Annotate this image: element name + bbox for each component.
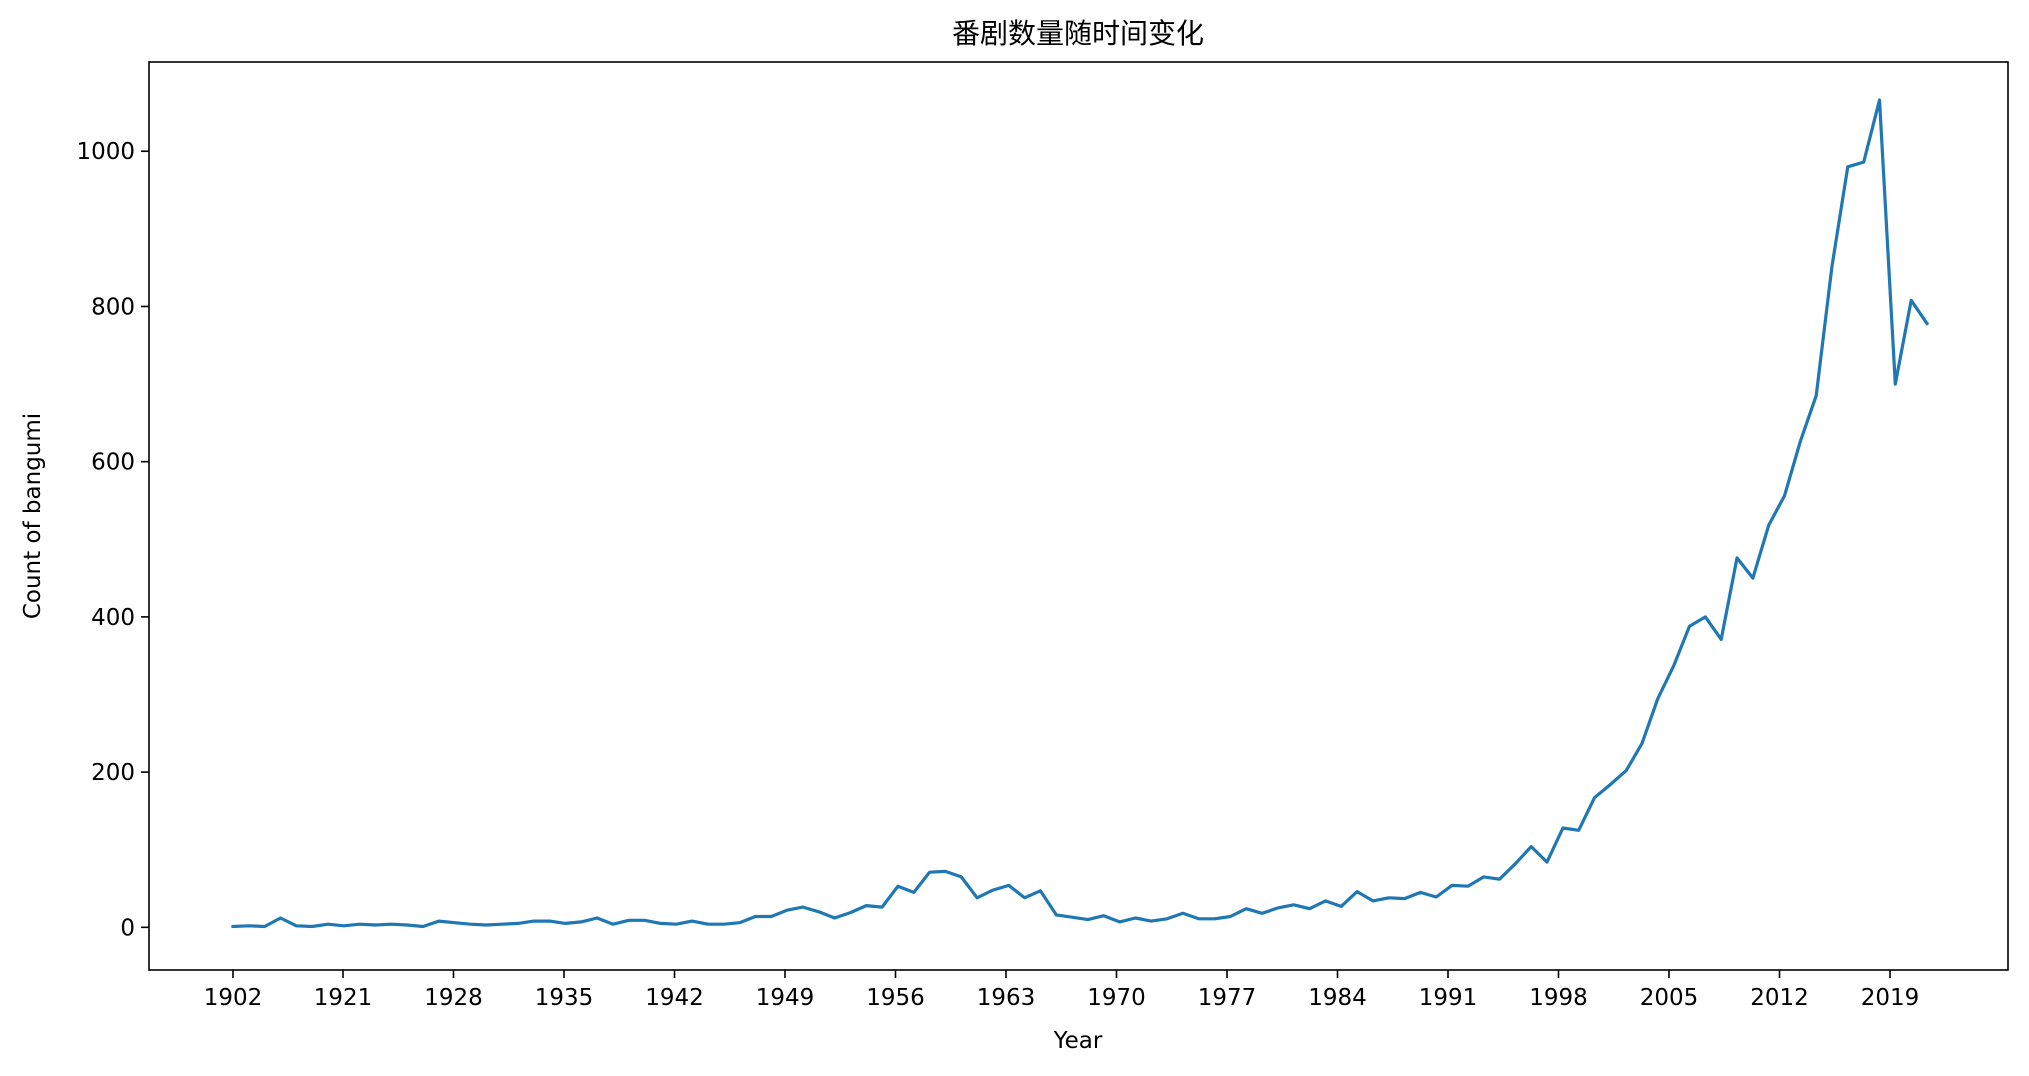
x-tick-label: 1949 (756, 985, 815, 1011)
chart-title: 番剧数量随时间变化 (952, 17, 1204, 50)
y-tick-label: 200 (91, 760, 135, 786)
x-tick-label: 1942 (645, 985, 704, 1011)
x-tick-label: 1977 (1198, 985, 1257, 1011)
plot-frame (148, 61, 2009, 971)
x-tick-label: 2019 (1861, 985, 1920, 1011)
series-line (231, 98, 1930, 929)
y-tick-label: 800 (91, 294, 135, 320)
plot-area (231, 98, 1930, 929)
x-tick-label: 1963 (977, 985, 1036, 1011)
y-tick-label: 400 (91, 605, 135, 631)
y-tick-label: 0 (120, 915, 135, 941)
x-tick-label: 2012 (1750, 985, 1809, 1011)
x-tick-label: 2005 (1640, 985, 1699, 1011)
x-tick-label: 1956 (866, 985, 925, 1011)
y-axis: 0 200 400 600 800 1000 (76, 139, 149, 941)
x-tick-label: 1928 (424, 985, 483, 1011)
x-tick-label: 1935 (535, 985, 594, 1011)
x-tick-label: 1902 (204, 985, 263, 1011)
y-tick-label: 600 (91, 450, 135, 476)
x-tick-label: 1991 (1419, 985, 1478, 1011)
x-tick-label: 1970 (1087, 985, 1146, 1011)
x-axis: 1902 1921 1928 1935 1942 1949 1956 1963 1970 1977… (204, 970, 1920, 1011)
x-tick-label: 1984 (1308, 985, 1367, 1011)
y-axis-label: Count of bangumi (20, 413, 46, 619)
x-axis-label: Year (1053, 1028, 1103, 1054)
x-tick-label: 1998 (1529, 985, 1588, 1011)
y-tick-label: 1000 (76, 139, 135, 165)
x-tick-label: 1921 (314, 985, 373, 1011)
